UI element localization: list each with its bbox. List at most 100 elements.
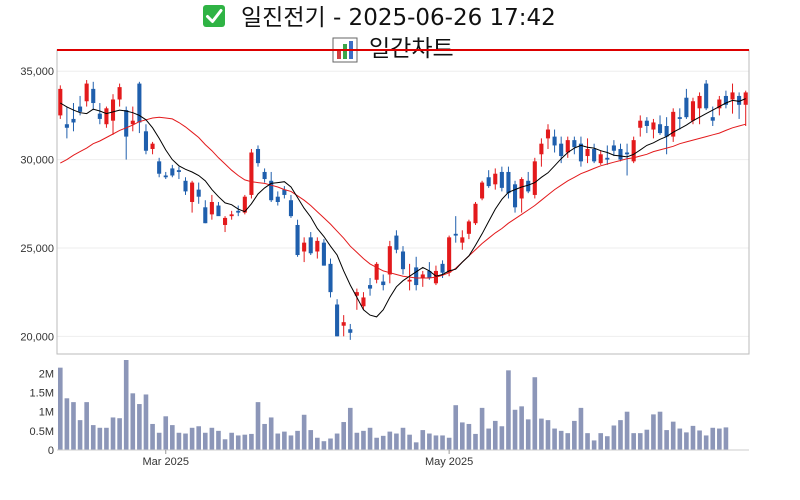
moving-average-short-line xyxy=(60,98,746,318)
candle-body xyxy=(176,170,181,172)
candle-body xyxy=(203,207,208,224)
volume-tick-label: 0.5M xyxy=(30,426,54,438)
candle-body xyxy=(657,124,663,134)
moving-average-long-line xyxy=(60,116,746,279)
volume-bar xyxy=(703,435,709,450)
volume-bar xyxy=(275,433,281,450)
volume-bar xyxy=(209,427,215,450)
price-tick-label: 35,000 xyxy=(20,66,54,78)
volume-bar xyxy=(235,435,241,450)
volume-bar xyxy=(196,426,202,450)
volume-bar xyxy=(334,433,340,450)
candle-body xyxy=(545,129,551,139)
volume-bar xyxy=(690,425,696,450)
candle-body xyxy=(664,126,669,137)
volume-bar xyxy=(677,428,683,450)
volume-bar xyxy=(255,402,261,450)
candle-body xyxy=(572,140,577,148)
candle-body xyxy=(473,203,478,224)
candle-body xyxy=(110,99,116,121)
volume-bar xyxy=(295,430,300,450)
candle-body xyxy=(743,92,748,105)
volume-bar xyxy=(97,427,103,450)
candle-body xyxy=(295,224,300,256)
candle-body xyxy=(262,171,267,180)
candle-body xyxy=(506,171,511,194)
candle-body xyxy=(585,148,590,157)
candle-body xyxy=(104,108,109,125)
candle-body xyxy=(249,152,254,195)
candle-body xyxy=(460,237,465,243)
volume-bar xyxy=(268,417,274,450)
volume-bar xyxy=(249,433,254,450)
candle-body xyxy=(480,182,485,199)
candle-body xyxy=(163,175,168,178)
volume-bar xyxy=(301,414,307,450)
volume-tick-label: 2M xyxy=(39,368,54,380)
volume-bar xyxy=(466,423,472,450)
volume-bar xyxy=(420,430,426,450)
candle-body xyxy=(124,110,129,137)
candle-body xyxy=(625,152,630,155)
volume-bar xyxy=(519,406,524,450)
volume-bar xyxy=(163,416,169,450)
volume-bar xyxy=(189,427,195,450)
volume-bar xyxy=(321,441,327,450)
candle-body xyxy=(440,263,445,273)
volume-bar xyxy=(624,411,630,450)
candle-body xyxy=(91,88,96,104)
volume-bar xyxy=(479,407,485,450)
candle-body xyxy=(269,180,274,201)
candle-body xyxy=(420,274,425,278)
volume-bar xyxy=(288,435,294,450)
candle-body xyxy=(684,97,689,118)
volume-bar xyxy=(664,430,669,450)
candle-body xyxy=(361,297,366,307)
volume-bar xyxy=(545,420,551,450)
volume-bar xyxy=(644,429,650,450)
volume-bar xyxy=(618,420,623,450)
volume-bar xyxy=(104,427,109,450)
volume-bar xyxy=(506,370,511,450)
candle-body xyxy=(532,161,537,195)
volume-bar xyxy=(591,440,597,450)
volume-bar xyxy=(183,433,188,450)
volume-bar xyxy=(453,405,459,450)
candle-body xyxy=(592,148,597,162)
volume-bar xyxy=(657,411,663,450)
volume-bar xyxy=(585,433,590,450)
candle-body xyxy=(578,143,583,162)
volume-bar xyxy=(512,409,518,450)
candle-body xyxy=(368,285,373,289)
candle-body xyxy=(466,221,471,234)
candle-body xyxy=(308,237,313,254)
candle-body xyxy=(559,143,564,157)
volume-bar xyxy=(176,432,182,450)
candle-body xyxy=(493,173,498,185)
candle-body xyxy=(335,304,340,337)
volume-bar xyxy=(77,420,83,450)
volume-bar xyxy=(328,438,333,450)
candle-body xyxy=(196,189,201,197)
volume-bar xyxy=(499,426,505,450)
volume-bar xyxy=(433,435,439,450)
volume-bar xyxy=(552,428,557,450)
volume-bar xyxy=(150,423,155,450)
candle-body xyxy=(651,122,656,130)
candle-body xyxy=(315,240,320,252)
volume-bar xyxy=(308,430,314,450)
candle-body xyxy=(374,263,379,280)
volume-bar xyxy=(216,430,221,450)
volume-tick-label: 1.5M xyxy=(30,388,54,400)
candle-body xyxy=(78,106,83,112)
volume-bar xyxy=(670,421,676,450)
volume-bar xyxy=(578,407,584,450)
volume-bar xyxy=(374,437,379,450)
volume-bar xyxy=(486,428,491,450)
candle-body xyxy=(242,196,247,213)
volume-bar xyxy=(717,428,722,450)
candle-body xyxy=(552,136,557,146)
candle-body xyxy=(512,184,518,208)
candle-body xyxy=(255,148,261,164)
